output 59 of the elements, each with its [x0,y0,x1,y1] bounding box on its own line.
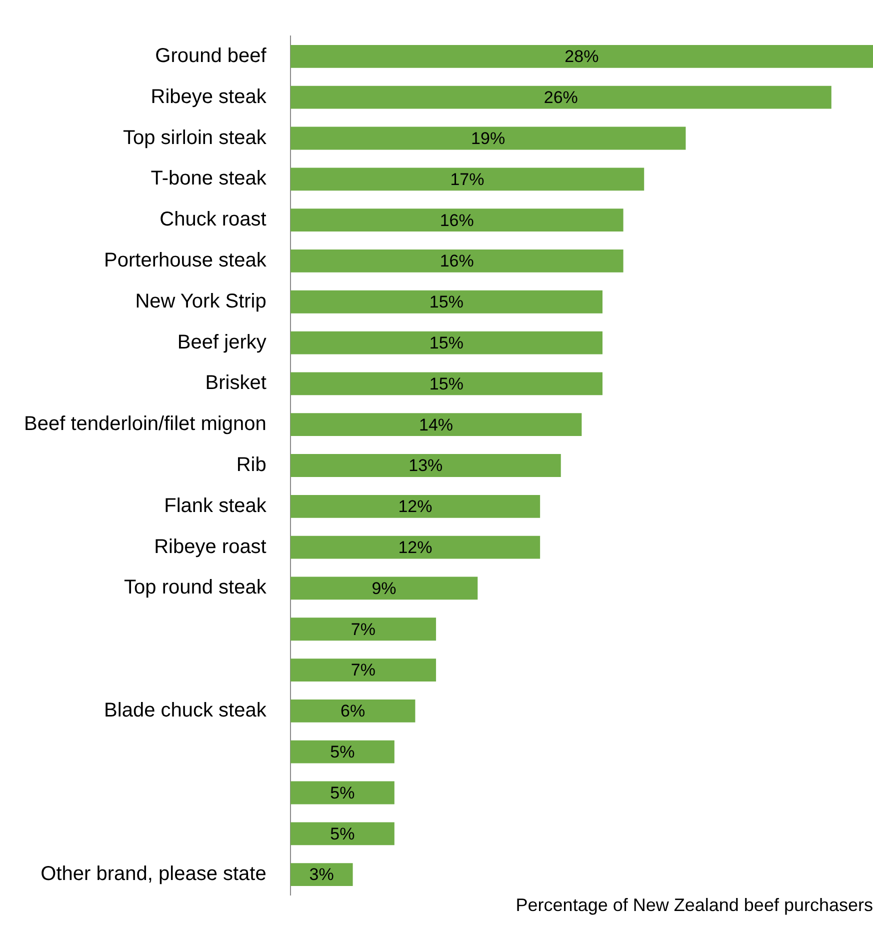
data-label: 13% [408,456,443,476]
bar [290,740,394,764]
y-tick-label: Flank steak [164,494,268,517]
bar [290,494,540,518]
y-tick-label: Top sirloin steak [122,126,268,149]
bar [290,699,416,722]
bar [290,822,394,846]
bar [290,658,436,682]
bar [290,781,394,804]
bar [290,208,624,232]
data-label: 7% [350,660,376,680]
bar [290,576,478,600]
bar [290,290,602,314]
y-tick-label: Porterhouse steak [104,249,268,272]
y-tick-label: Other brand, please state [40,863,266,886]
y-tick-label: New York Strip [135,290,266,312]
bar [290,863,353,886]
data-label: 12% [398,538,432,557]
y-tick-label: Ground beef [155,44,267,67]
bar [290,372,602,396]
x-axis-title: Percentage of New Zealand beef purchasers [516,894,873,915]
data-label: 16% [440,210,474,230]
data-label: 14% [419,415,454,434]
data-label: 12% [398,497,432,516]
data-label: 16% [440,252,474,271]
bar [290,45,873,68]
data-label: 5% [330,824,355,844]
bar [290,413,582,436]
y-tick-label: Rib [236,454,266,476]
bar [290,168,644,191]
data-label: 15% [429,374,464,394]
y-tick-label: Chuck roast [160,208,267,231]
y-tick-label: Ribeye roast [154,536,267,558]
y-tick-label: Ribeye steak [150,86,268,108]
y-tick-label: Brisket [205,372,267,394]
y-tick-label: T-bone steak [150,168,268,190]
data-label: 7% [350,620,376,639]
y-tick-label: Beef jerky [177,331,266,354]
data-label: 5% [330,742,355,762]
bar [290,331,602,354]
data-label: 26% [544,88,578,108]
y-tick-label: Beef tenderloin/filet mignon [24,413,266,436]
bar [290,618,436,641]
bar [290,536,540,559]
y-tick-label: Top round steak [124,576,268,599]
bar [290,454,561,477]
data-label: 19% [471,128,506,148]
data-label: 6% [340,702,366,721]
data-label: 9% [372,578,396,598]
data-label: 28% [564,47,599,66]
bar [290,86,832,109]
data-label: 17% [450,170,484,189]
data-label: 15% [429,333,464,352]
y-tick-label: Blade chuck steak [104,699,268,722]
data-label: 5% [330,783,355,802]
data-label: 15% [429,292,464,312]
bar [290,250,624,272]
bar [290,126,686,150]
data-label: 3% [309,865,334,884]
